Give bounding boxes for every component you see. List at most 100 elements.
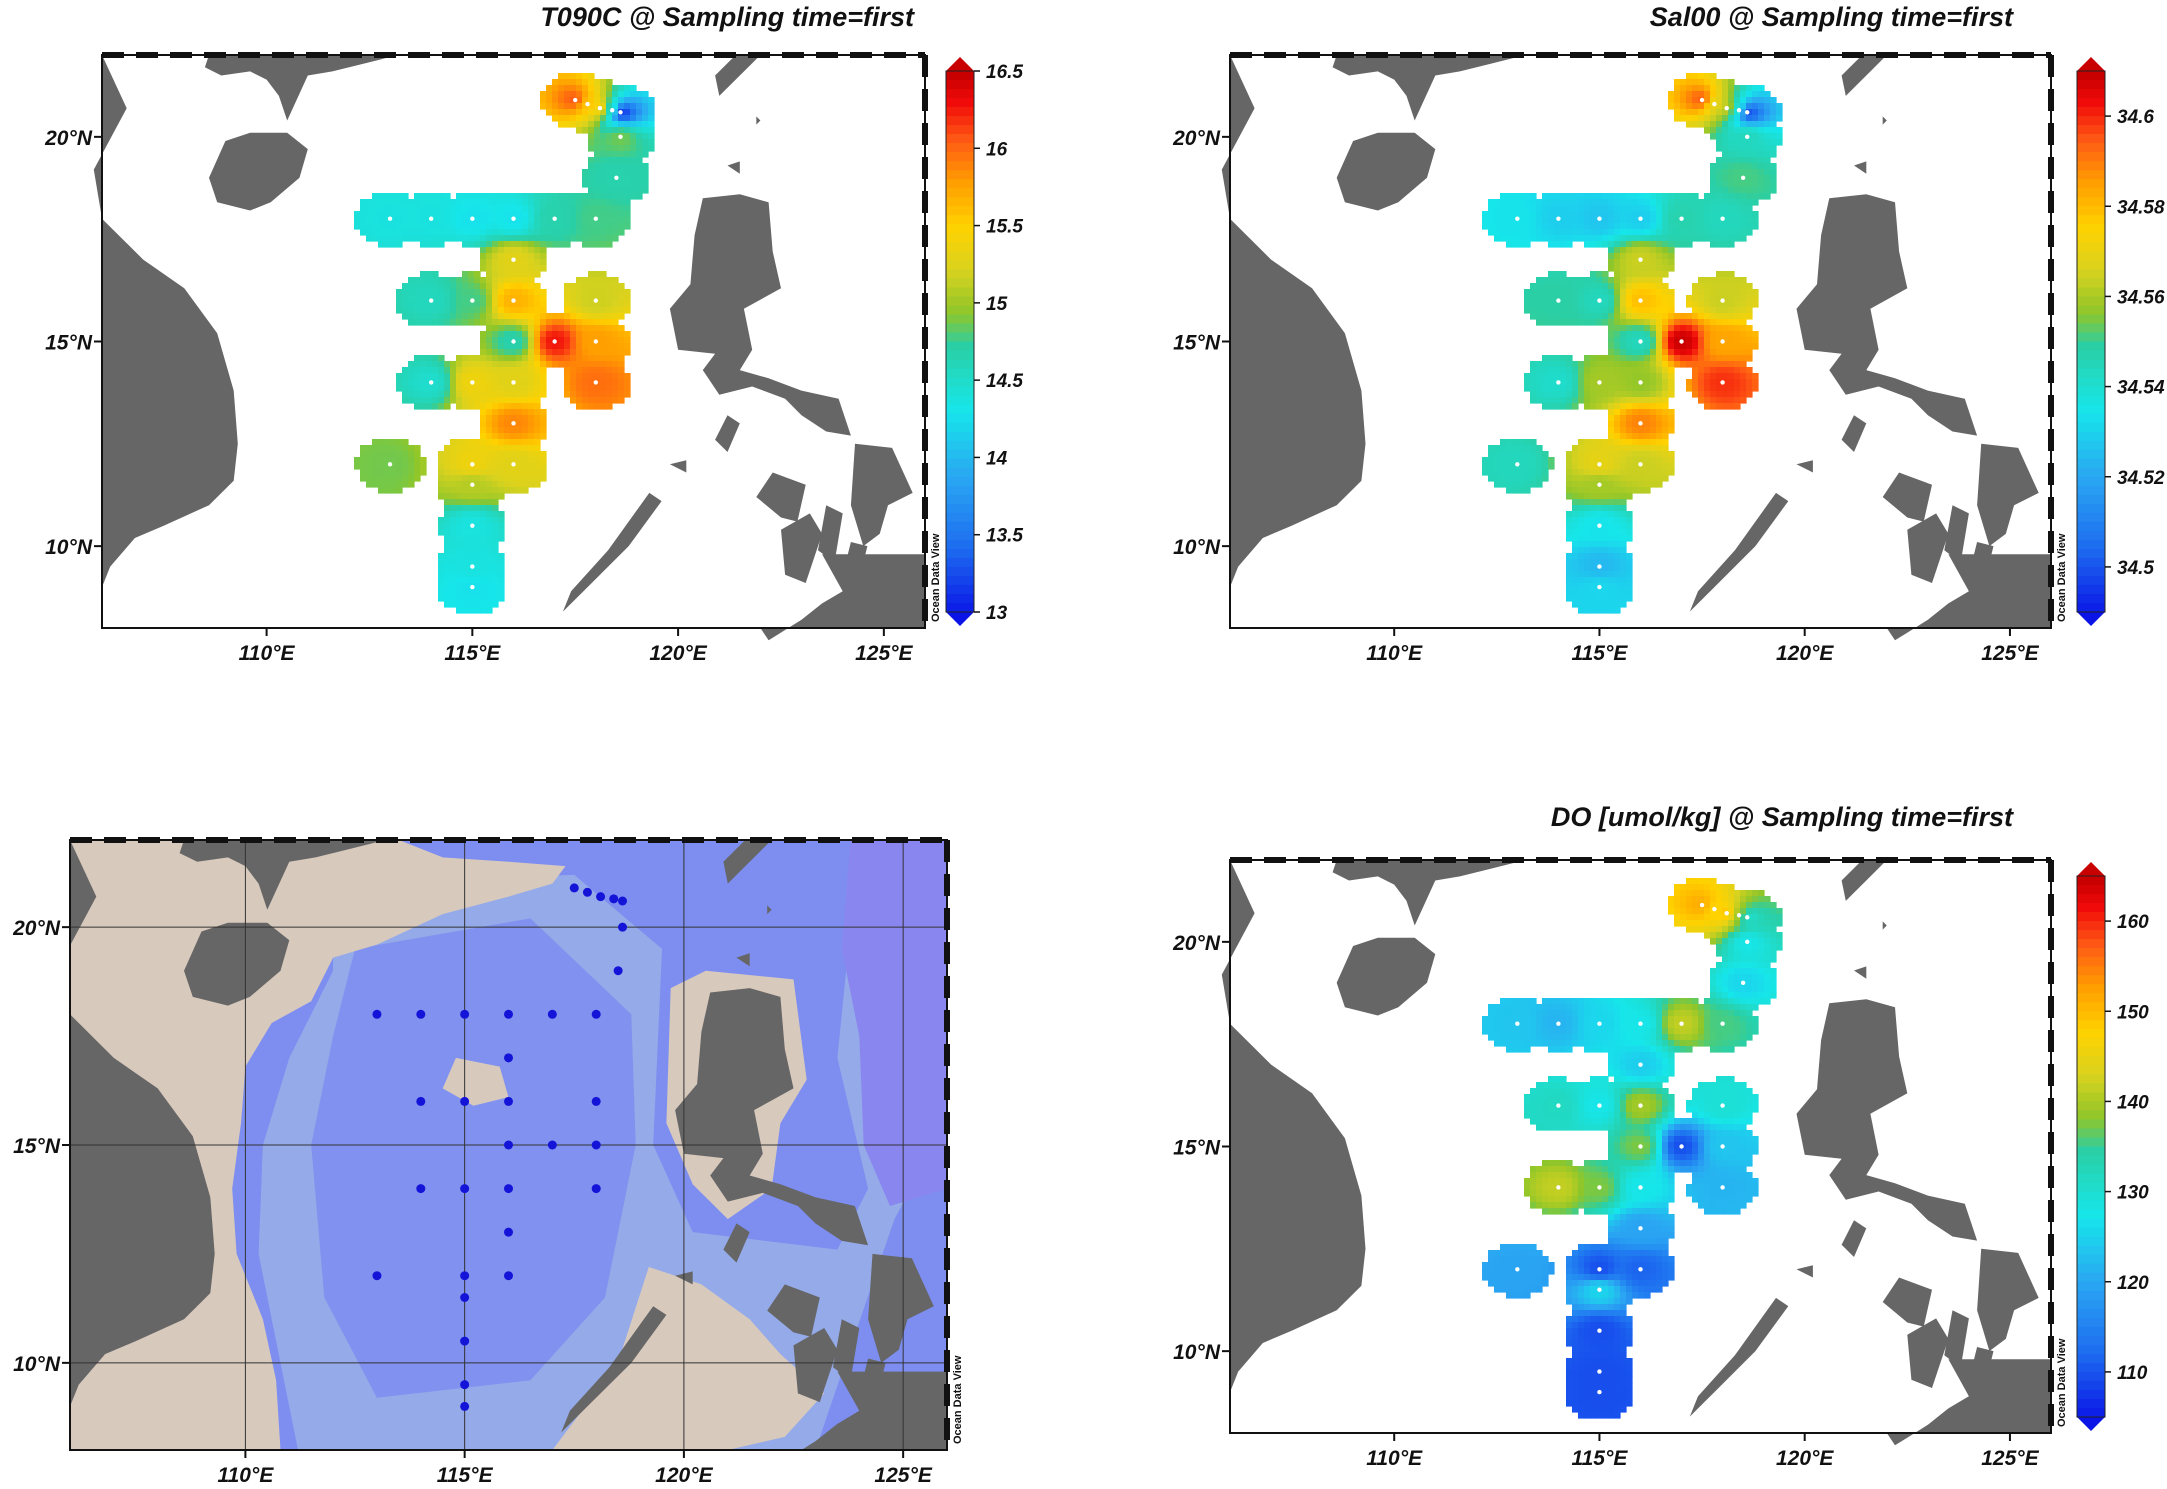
field-cell: [1746, 295, 1753, 302]
field-cell: [1572, 559, 1579, 566]
station-dot: [511, 421, 516, 426]
field-cell: [1752, 187, 1759, 194]
field-cell: [1698, 908, 1705, 915]
field-cell: [1650, 199, 1657, 206]
field-cell: [1542, 277, 1549, 284]
field-cell: [1518, 217, 1525, 224]
field-cell: [528, 469, 535, 476]
field-cell: [1500, 229, 1507, 236]
field-cell: [1758, 157, 1765, 164]
field-cell: [1602, 469, 1609, 476]
field-cell: [516, 265, 523, 272]
field-cell: [1572, 475, 1579, 482]
field-cell: [600, 97, 607, 104]
field-cell: [1716, 97, 1723, 104]
field-cell: [1728, 103, 1735, 110]
field-cell: [396, 241, 403, 248]
field-cell: [1704, 932, 1711, 939]
field-cell: [1608, 511, 1615, 518]
field-cell: [1626, 457, 1633, 464]
colorbar-segment: [946, 260, 974, 270]
field-cell: [582, 307, 589, 314]
field-cell: [1614, 337, 1621, 344]
field-cell: [1752, 920, 1759, 927]
field-cell: [1626, 367, 1633, 374]
field-cell: [366, 229, 373, 236]
field-cell: [1566, 241, 1573, 248]
field-cell: [1668, 1016, 1675, 1023]
field-cell: [480, 199, 487, 206]
field-cell: [1686, 1040, 1693, 1047]
field-cell: [612, 361, 619, 368]
field-cell: [1596, 385, 1603, 392]
field-cell: [498, 385, 505, 392]
field-cell: [1620, 493, 1627, 500]
colorbar-segment: [2077, 98, 2105, 108]
temperature-panel: T090C @ Sampling time=first 110°E 115°E 12…: [0, 0, 1060, 665]
lat-label: 10°N: [1173, 536, 1221, 559]
field-cell: [1638, 199, 1645, 206]
field-cell: [1578, 445, 1585, 452]
station-dot: [585, 101, 590, 107]
field-cell: [648, 115, 655, 122]
colorbar-segment: [2077, 584, 2105, 595]
field-cell: [444, 379, 451, 386]
field-cell: [1620, 325, 1627, 332]
field-cell: [1620, 1064, 1627, 1071]
field-cell: [492, 463, 499, 470]
field-cell: [1554, 1028, 1561, 1035]
field-cell: [540, 205, 547, 212]
station-dot: [1638, 339, 1643, 344]
field-cell: [1728, 181, 1735, 188]
field-cell: [1590, 313, 1597, 320]
field-cell: [1494, 463, 1501, 470]
field-cell: [486, 343, 493, 350]
field-cell: [1620, 439, 1627, 446]
field-cell: [1704, 361, 1711, 368]
field-cell: [1632, 385, 1639, 392]
field-cell: [1530, 283, 1537, 290]
field-cell: [1710, 91, 1717, 98]
field-cell: [588, 109, 595, 116]
station-dot: [1597, 564, 1602, 569]
field-cell: [1668, 415, 1675, 422]
field-cell: [1668, 91, 1675, 98]
field-cell: [1716, 205, 1723, 212]
field-cell: [408, 199, 415, 206]
field-cell: [1602, 313, 1609, 320]
field-cell: [1524, 487, 1531, 494]
field-cell: [510, 235, 517, 242]
field-cell: [618, 187, 625, 194]
field-cell: [1542, 199, 1549, 206]
field-cell: [1728, 385, 1735, 392]
field-cell: [1620, 409, 1627, 416]
field-cell: [1506, 457, 1513, 464]
field-cell: [606, 115, 613, 122]
field-cell: [1578, 313, 1585, 320]
field-cell: [528, 247, 535, 254]
field-cell: [1644, 1028, 1651, 1035]
field-cell: [1656, 325, 1663, 332]
field-cell: [378, 211, 385, 218]
station-marker: [460, 1009, 470, 1019]
field-cell: [1620, 289, 1627, 296]
field-cell: [1608, 259, 1615, 266]
field-cell: [1614, 415, 1621, 422]
field-cell: [636, 121, 643, 128]
field-cell: [378, 217, 385, 224]
field-cell: [1728, 229, 1735, 236]
field-cell: [552, 91, 559, 98]
field-cell: [642, 181, 649, 188]
colorbar-segment: [946, 467, 974, 478]
field-cell: [618, 157, 625, 164]
field-cell: [1692, 289, 1699, 296]
field-cell: [450, 373, 457, 380]
field-cell: [1542, 223, 1549, 230]
field-cell: [1698, 1040, 1705, 1047]
field-cell: [396, 385, 403, 392]
field-cell: [1614, 481, 1621, 488]
colorbar-segment: [2077, 575, 2105, 586]
field-cell: [552, 319, 559, 326]
field-cell: [1554, 397, 1561, 404]
field-cell: [1746, 157, 1753, 164]
